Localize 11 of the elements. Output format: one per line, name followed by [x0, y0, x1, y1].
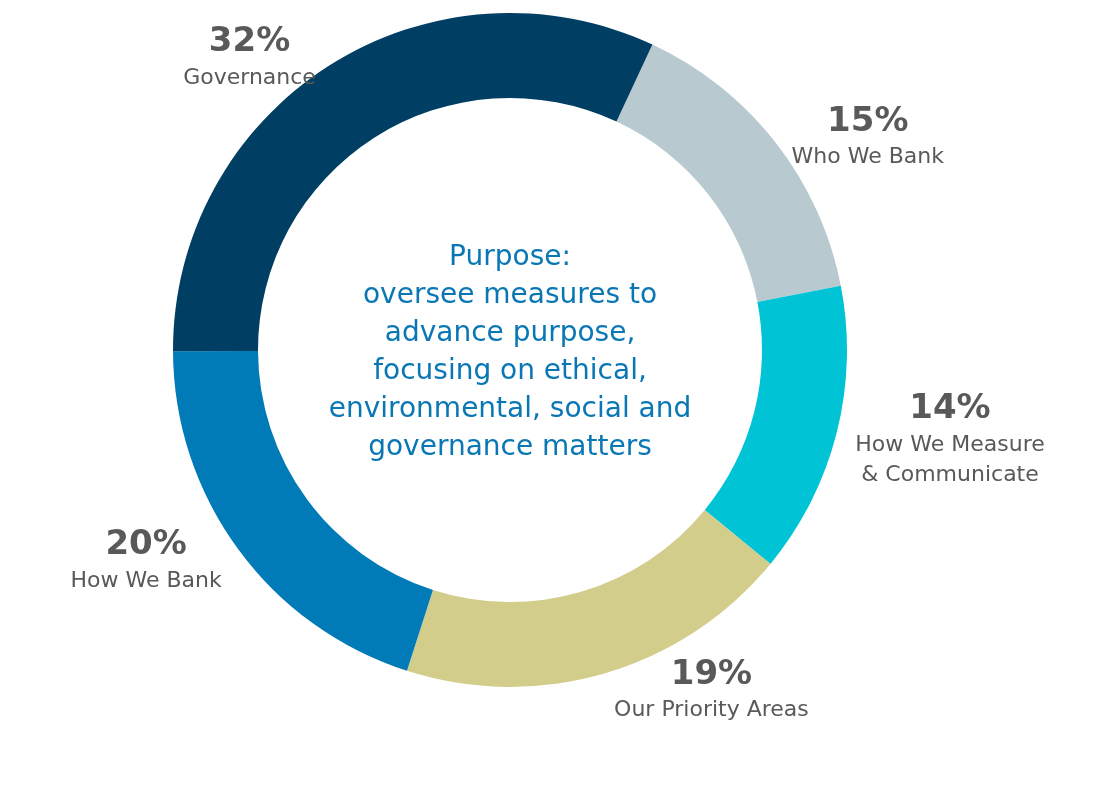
slice-label: Governance: [183, 63, 316, 89]
data-label: 14%: [909, 386, 991, 427]
slice-label: Our Priority Areas: [614, 696, 809, 722]
slice-label: How We Bank: [70, 566, 223, 592]
data-label: 20%: [105, 522, 187, 563]
data-label: 32%: [208, 19, 291, 60]
data-label: 15%: [827, 98, 909, 139]
slice-label: Who We Bank: [791, 143, 945, 169]
slice-label: How We Measure & Communicate: [855, 430, 1045, 486]
data-label: 19%: [670, 651, 753, 692]
text: Purpose: oversee measures to advance purpose, focusing on ethical, environmental, social and governance matters: [328, 238, 692, 462]
